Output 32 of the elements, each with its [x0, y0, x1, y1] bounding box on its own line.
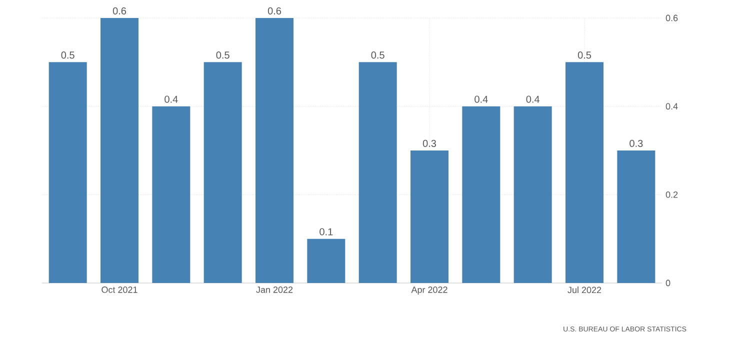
data-label: 0.4: [164, 96, 178, 103]
x-tick-label: Jul 2022: [568, 286, 602, 294]
bar: [307, 238, 346, 283]
bar: [410, 150, 448, 283]
data-label: 0.1: [320, 228, 333, 236]
y-tick-label: 0.2: [666, 191, 678, 198]
bar: [100, 18, 139, 283]
bar: [617, 150, 656, 283]
data-label: 0.6: [112, 7, 126, 14]
x-tick-label: Jan 2022: [256, 286, 293, 293]
data-label: 0.6: [268, 7, 282, 14]
data-label: 0.5: [61, 52, 74, 59]
data-label: 0.3: [630, 140, 643, 147]
x-tick-label: Oct 2021: [102, 286, 138, 293]
y-tick-label: 0.6: [666, 14, 678, 22]
bar: [358, 62, 397, 283]
data-label: 0.4: [526, 96, 540, 103]
bar: [256, 18, 294, 283]
bar: [204, 62, 242, 283]
data-label: 0.5: [578, 52, 592, 59]
data-label: 0.4: [474, 96, 488, 103]
data-label: 0.5: [216, 52, 230, 59]
bar: [152, 106, 190, 283]
x-tick-label: Apr 2022: [411, 286, 448, 295]
y-tick-label: 0.4: [666, 103, 678, 110]
bar: [514, 106, 552, 283]
bar: [48, 62, 87, 283]
data-label: 0.3: [422, 140, 436, 147]
bar: [566, 62, 604, 283]
bar: [462, 106, 500, 283]
data-label: 0.5: [371, 52, 384, 59]
y-tick-label: 0: [666, 280, 670, 286]
